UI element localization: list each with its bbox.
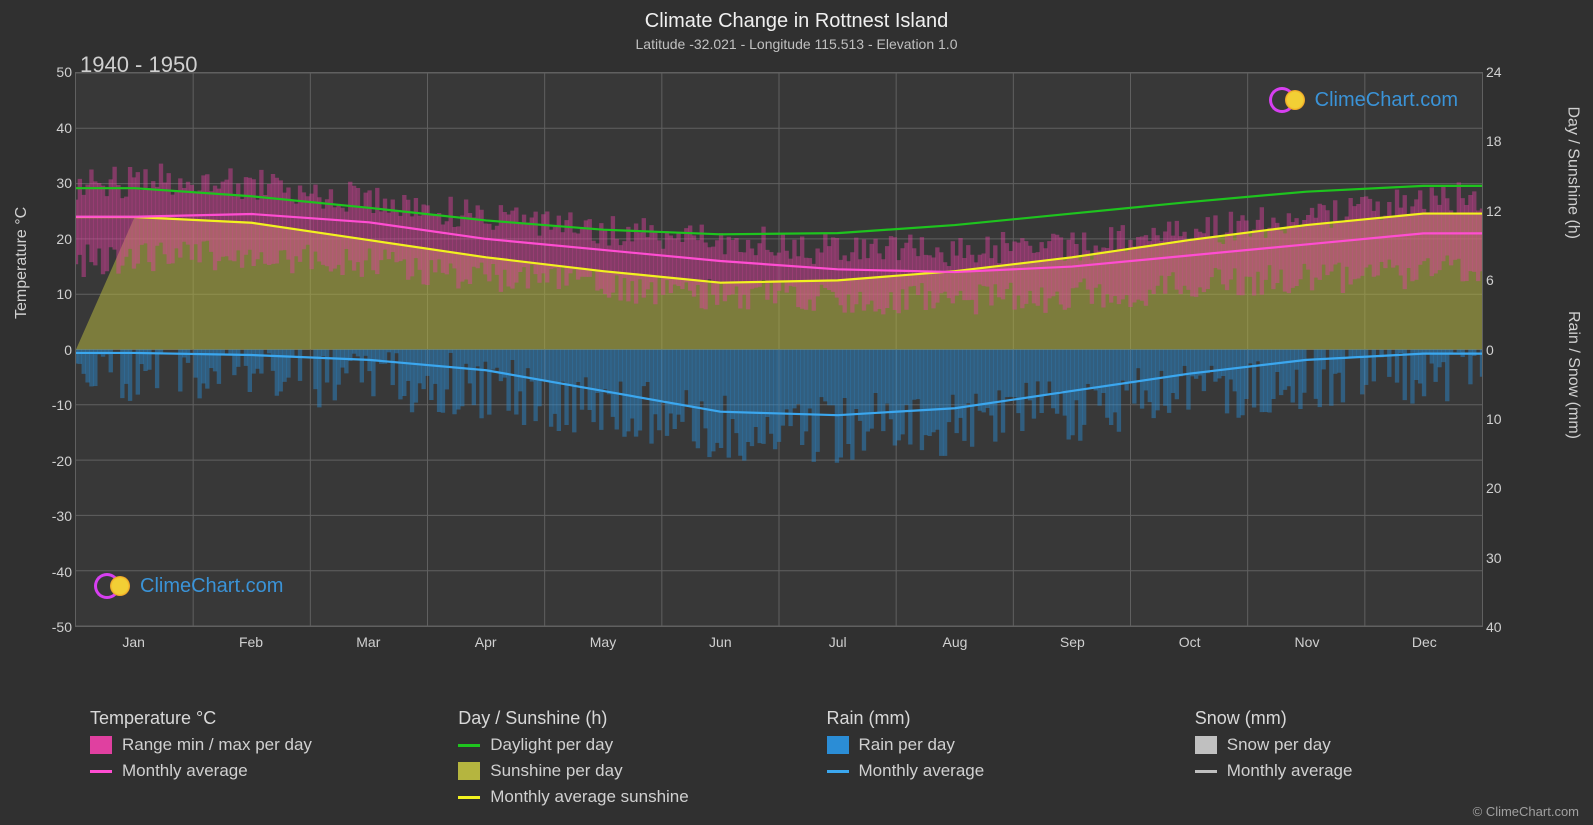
y-tick-right: 10 [1486,411,1518,427]
y-tick-left: -50 [40,619,72,635]
legend-column-title: Rain (mm) [827,708,1165,729]
x-tick: Nov [1295,634,1320,650]
y-tick-right: 30 [1486,550,1518,566]
legend-item: Monthly average [827,761,1165,781]
watermark: ClimeChart.com [94,572,283,600]
y-tick-left: -10 [40,397,72,413]
y-tick-left: -30 [40,508,72,524]
legend-swatch [827,736,849,754]
logo-icon [1269,86,1309,114]
chart-subtitle: Latitude -32.021 - Longitude 115.513 - E… [0,36,1593,52]
legend-item: Monthly average [90,761,428,781]
y-tick-left: 30 [40,175,72,191]
watermark-text: ClimeChart.com [140,575,283,598]
x-tick: Apr [475,634,497,650]
y-tick-left: 0 [40,342,72,358]
legend-column-title: Snow (mm) [1195,708,1533,729]
legend-label: Rain per day [859,735,955,755]
y-tick-right: 6 [1486,272,1518,288]
legend-column: Temperature °C Range min / max per day Mon… [90,708,428,813]
y-axis-right-top-label: Day / Sunshine (h) [1564,106,1582,239]
legend-column: Snow (mm) Snow per day Monthly average [1195,708,1533,813]
legend: Temperature °C Range min / max per day Mon… [90,708,1533,813]
legend-column-title: Temperature °C [90,708,428,729]
x-tick: Oct [1179,634,1201,650]
x-tick: Jul [829,634,847,650]
x-tick: Mar [356,634,380,650]
legend-column-title: Day / Sunshine (h) [458,708,796,729]
legend-item: Monthly average sunshine [458,787,796,807]
y-tick-left: -40 [40,564,72,580]
y-tick-right: 18 [1486,133,1518,149]
legend-item: Daylight per day [458,735,796,755]
watermark: ClimeChart.com [1269,86,1458,114]
legend-swatch [458,796,480,799]
x-tick: Jan [122,634,145,650]
chart-title: Climate Change in Rottnest Island [0,10,1593,33]
x-tick: Jun [709,634,732,650]
y-tick-left: 20 [40,231,72,247]
watermark-text: ClimeChart.com [1315,89,1458,112]
y-axis-right-bottom-label: Rain / Snow (mm) [1564,311,1582,439]
legend-item: Monthly average [1195,761,1533,781]
legend-item: Sunshine per day [458,761,796,781]
legend-swatch [90,736,112,754]
logo-icon [94,572,134,600]
y-tick-right: 0 [1486,342,1518,358]
legend-label: Daylight per day [490,735,613,755]
legend-swatch [458,744,480,747]
x-tick: Aug [943,634,968,650]
legend-label: Monthly average [859,761,985,781]
legend-swatch [90,770,112,773]
legend-column: Day / Sunshine (h) Daylight per day Sunshi… [458,708,796,813]
y-tick-left: 40 [40,120,72,136]
legend-item: Range min / max per day [90,735,428,755]
legend-swatch [458,762,480,780]
legend-swatch [1195,736,1217,754]
y-tick-left: -20 [40,453,72,469]
y-tick-right: 12 [1486,203,1518,219]
x-tick: Dec [1412,634,1437,650]
y-tick-left: 50 [40,64,72,80]
plot-area [75,72,1483,627]
legend-item: Rain per day [827,735,1165,755]
legend-label: Snow per day [1227,735,1331,755]
legend-label: Monthly average [122,761,248,781]
plot-svg [76,73,1482,626]
x-tick: May [590,634,616,650]
y-axis-left-label: Temperature °C [13,207,31,319]
legend-label: Monthly average sunshine [490,787,688,807]
legend-label: Range min / max per day [122,735,312,755]
legend-label: Sunshine per day [490,761,622,781]
legend-swatch [1195,770,1217,773]
y-tick-right: 40 [1486,619,1518,635]
y-tick-right: 24 [1486,64,1518,80]
legend-column: Rain (mm) Rain per day Monthly average [827,708,1165,813]
legend-item: Snow per day [1195,735,1533,755]
y-tick-left: 10 [40,286,72,302]
x-tick: Feb [239,634,263,650]
y-tick-right: 20 [1486,480,1518,496]
climate-chart: Climate Change in Rottnest Island Latitu… [0,0,1593,825]
copyright: © ClimeChart.com [1473,804,1579,819]
legend-swatch [827,770,849,773]
legend-label: Monthly average [1227,761,1353,781]
x-tick: Sep [1060,634,1085,650]
